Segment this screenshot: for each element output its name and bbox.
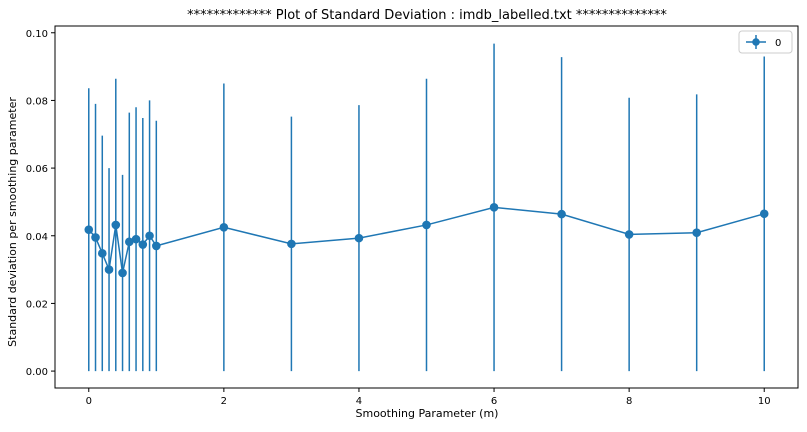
data-point xyxy=(118,268,127,278)
data-point xyxy=(557,209,566,219)
data-point xyxy=(131,234,141,244)
data-point xyxy=(759,209,769,219)
data-point xyxy=(84,225,94,234)
data-point xyxy=(104,265,114,274)
chart-title: ************* Plot of Standard Deviation… xyxy=(187,8,667,23)
data-point xyxy=(152,241,161,251)
legend-label: 0 xyxy=(775,38,781,49)
legend-marker xyxy=(752,38,760,46)
data-point xyxy=(624,230,634,239)
data-point xyxy=(219,222,229,232)
y-tick-label: 0.06 xyxy=(26,164,48,175)
y-tick-label: 0.00 xyxy=(26,367,48,378)
x-tick-label: 0 xyxy=(86,396,92,407)
plot-area: 0 2 4 6 8 10 0.00 0.02 0.04 0.06 0.08 0.10 0 xyxy=(26,25,799,407)
y-tick-label: 0.04 xyxy=(26,232,48,243)
data-point xyxy=(97,249,107,258)
y-tick-label: 0.02 xyxy=(26,299,48,310)
y-tick-label: 0.08 xyxy=(26,96,48,107)
x-tick-label: 6 xyxy=(491,396,497,407)
series-line xyxy=(88,206,765,274)
data-point xyxy=(692,228,701,238)
y-axis-label: Standard deviation per smoothing paramet… xyxy=(6,97,19,347)
axes-frame xyxy=(54,25,799,389)
y-tick-label: 0.10 xyxy=(26,29,48,40)
data-point xyxy=(111,220,121,230)
data-point xyxy=(138,240,148,249)
data-point xyxy=(354,233,364,243)
x-axis-label: Smoothing Parameter (m) xyxy=(356,407,499,420)
data-point xyxy=(287,239,296,249)
data-point xyxy=(145,231,154,241)
data-point xyxy=(91,233,100,242)
x-tick-label: 8 xyxy=(626,396,632,407)
x-tick-label: 4 xyxy=(356,396,362,407)
x-tick-label: 2 xyxy=(221,396,227,407)
x-tick-label: 10 xyxy=(758,396,771,407)
data-point xyxy=(489,203,499,212)
data-point xyxy=(422,220,431,230)
